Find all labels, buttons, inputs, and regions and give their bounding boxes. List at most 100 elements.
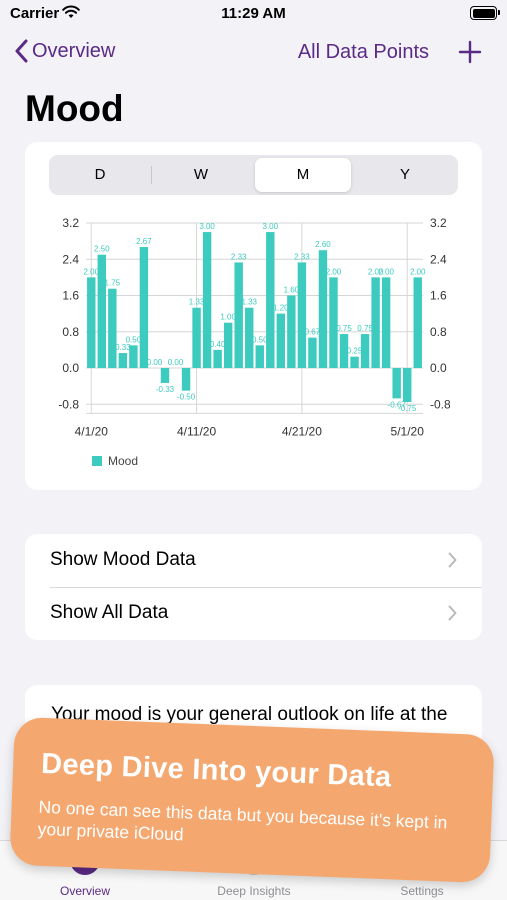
tab-label: Deep Insights xyxy=(217,884,291,898)
bar xyxy=(202,232,212,368)
y-tick-label-right: 2.4 xyxy=(430,252,447,266)
list-item-show-mood-data[interactable]: Show Mood Data xyxy=(25,534,482,587)
segment-day[interactable]: D xyxy=(94,166,106,183)
bar xyxy=(87,277,96,368)
list-divider xyxy=(50,587,482,588)
bar-value-label: -0.33 xyxy=(156,385,175,394)
bar-value-label: 1.00 xyxy=(220,313,236,322)
back-button[interactable]: Overview xyxy=(14,39,115,63)
bar-value-label: 2.67 xyxy=(136,237,152,246)
x-tick-label: 5/1/20 xyxy=(391,424,425,438)
bar-value-label: 2.00 xyxy=(368,267,384,276)
bar xyxy=(97,254,107,368)
segment-week[interactable]: W xyxy=(193,166,209,183)
bar xyxy=(350,356,359,368)
bar-value-label: 2.33 xyxy=(294,252,310,261)
x-tick-label: 4/21/20 xyxy=(282,424,322,438)
bar-value-label: 2.00 xyxy=(83,267,99,276)
segment-year[interactable]: Y xyxy=(399,166,410,183)
bar-value-label: 0.33 xyxy=(115,343,131,352)
y-tick-label-right: 3.2 xyxy=(430,216,447,230)
bar-value-label: 0.50 xyxy=(126,335,142,344)
y-tick-label-left: 0.0 xyxy=(62,361,79,375)
x-tick-label: 4/11/20 xyxy=(177,424,216,438)
chevron-right-icon xyxy=(448,552,457,573)
bar xyxy=(139,247,149,368)
bar xyxy=(160,368,170,383)
bar xyxy=(255,345,264,368)
bar xyxy=(118,353,128,368)
chart-card: D W M Y 3.2 3.2 2.4 2.4 1.6 1.6 0.8 0.8 0.0 0.0 -0… xyxy=(25,142,482,490)
bar xyxy=(339,334,349,368)
chevron-left-icon xyxy=(15,39,28,63)
wifi-icon xyxy=(62,5,80,24)
bar-value-label: 2.00 xyxy=(378,267,394,276)
banner-title: Deep Dive Into your Data xyxy=(40,747,393,794)
bar-value-label: 1.75 xyxy=(105,279,121,288)
bar-value-label: 3.00 xyxy=(263,222,279,231)
bar xyxy=(245,307,254,368)
page-title: Mood xyxy=(25,88,124,129)
all-data-points-button[interactable]: All Data Points xyxy=(297,41,429,63)
bar xyxy=(297,262,307,368)
bar xyxy=(108,288,117,368)
bar-value-label: 0.75 xyxy=(357,324,373,333)
tab-label: Settings xyxy=(400,884,444,898)
bar xyxy=(381,277,391,368)
bar xyxy=(181,368,191,391)
bar-value-label: 1.60 xyxy=(284,286,300,295)
status-bar: Carrier 11:29 AM xyxy=(0,0,507,30)
bar-value-label: 0.00 xyxy=(168,358,184,367)
banner-body: No one can see this data but you because… xyxy=(37,796,448,845)
tab-label: Overview xyxy=(59,884,110,898)
y-tick-label-left: 0.8 xyxy=(62,325,79,339)
y-tick-label-right: 0.0 xyxy=(430,361,447,375)
bar xyxy=(287,295,296,368)
list-item-label: Show All Data xyxy=(50,602,169,623)
mood-bar-chart: 3.2 3.2 2.4 2.4 1.6 1.6 0.8 0.8 0.0 0.0 -0.8 -0.8 4/… xyxy=(58,216,451,438)
bar xyxy=(413,277,422,368)
legend-label: Mood xyxy=(108,454,139,468)
bar-value-label: 1.33 xyxy=(189,298,205,307)
bar xyxy=(329,277,338,368)
bar xyxy=(266,232,275,368)
bar xyxy=(276,313,286,368)
y-tick-label-left: 1.6 xyxy=(62,289,79,303)
chevron-right-icon xyxy=(448,605,457,626)
bar xyxy=(371,277,380,368)
back-button-label: Overview xyxy=(32,39,116,62)
time-range-segmented-control: D W M Y xyxy=(49,155,458,195)
segment-divider xyxy=(151,166,152,184)
bar-value-label: 2.60 xyxy=(315,240,331,249)
y-tick-label-right: 0.8 xyxy=(430,325,447,339)
bar xyxy=(213,349,222,368)
list-item-show-all-data[interactable]: Show All Data xyxy=(25,587,482,640)
bar-value-label: 3.00 xyxy=(199,222,215,231)
add-icon[interactable] xyxy=(458,40,482,69)
bar-value-label: 0.75 xyxy=(336,324,352,333)
y-tick-label-right: 1.6 xyxy=(430,289,447,303)
carrier-label: Carrier xyxy=(10,5,60,22)
bar xyxy=(234,262,243,368)
bar xyxy=(192,307,201,368)
bar-value-label: 0.50 xyxy=(252,335,268,344)
battery-icon xyxy=(470,6,500,20)
onboarding-banner[interactable]: Deep Dive Into your Data No one can see … xyxy=(9,716,495,884)
bar xyxy=(308,337,317,368)
legend-swatch xyxy=(92,456,102,466)
bar-value-label: 0.25 xyxy=(347,347,363,356)
bar xyxy=(360,334,370,368)
bar-value-label: -0.50 xyxy=(177,393,196,402)
bar-value-label: -0.75 xyxy=(398,404,417,413)
status-time: 11:29 AM xyxy=(221,5,286,22)
data-list-card: Show Mood Data Show All Data xyxy=(25,534,482,640)
y-tick-label-right: -0.8 xyxy=(430,397,451,411)
bar-value-label: 0.67 xyxy=(305,328,321,337)
segment-month[interactable]: M xyxy=(255,158,351,192)
y-tick-label-left: 2.4 xyxy=(62,252,79,266)
bar xyxy=(402,368,412,402)
bar-value-label: 2.33 xyxy=(231,252,247,261)
bar xyxy=(318,250,328,368)
bar xyxy=(129,345,138,368)
bar-value-label: 2.00 xyxy=(326,267,342,276)
